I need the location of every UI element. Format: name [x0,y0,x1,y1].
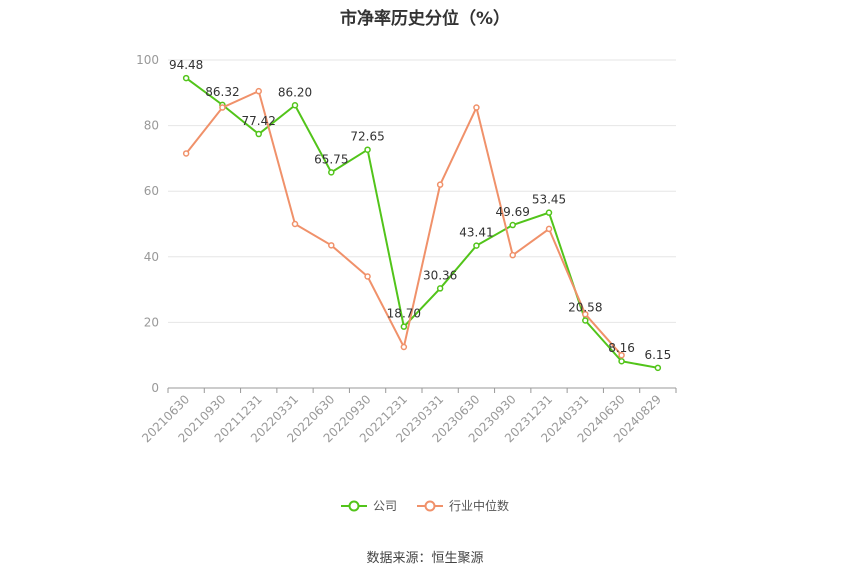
chart-title: 市净率历史分位（%） [339,9,511,29]
data-label: 18.70 [387,307,421,321]
y-tick-label: 100 [136,53,159,67]
data-label: 77.42 [242,114,276,128]
series-point-0 [582,317,589,324]
y-tick-label: 60 [144,184,159,198]
series-point-0 [436,285,444,292]
series-point-0 [654,364,662,372]
data-label: 65.75 [314,152,348,166]
series-point-1 [509,251,516,259]
data-label: 86.20 [278,85,312,99]
series-point-1 [545,225,553,233]
series-point-0 [509,221,516,229]
data-label: 6.15 [644,348,671,362]
y-tick-label: 40 [144,250,159,264]
data-label: 49.69 [496,205,530,219]
series-point-0 [182,74,190,82]
series-point-1 [618,351,625,359]
data-label: 20.58 [568,300,602,314]
series-point-0 [255,130,262,138]
data-source: 数据来源：恒生聚源 [366,551,484,566]
data-label: 43.41 [459,226,493,240]
legend-item-industry-median[interactable]: 行业中位数 [417,497,509,514]
legend-item-company[interactable]: 公司 [340,497,397,514]
series-point-1 [473,104,480,111]
series-point-0 [473,242,480,249]
legend-marker-industry-median [417,500,443,511]
y-tick-label: 80 [144,119,159,133]
data-label: 72.65 [350,130,384,144]
series-point-1 [291,220,299,228]
legend-label-company: 公司 [372,499,397,513]
y-tick-label: 20 [144,315,159,329]
series-point-1 [364,273,371,280]
series-point-1 [182,150,190,157]
data-label: 30.36 [423,268,457,282]
series-point-0 [400,323,408,330]
series-point-1 [582,310,589,318]
y-tick-label: 0 [151,381,159,395]
series-point-0 [618,357,625,365]
data-label: 86.32 [205,85,239,99]
series-point-1 [255,87,262,95]
legend-label-industry-median: 行业中位数 [449,499,510,513]
data-label: 94.48 [169,58,203,72]
data-label: 8.16 [608,341,635,355]
data-label: 53.45 [532,193,566,207]
series-point-1 [219,104,226,111]
series-point-0 [364,146,371,153]
legend-marker-company [340,500,367,511]
series-point-1 [400,343,408,351]
series-point-0 [328,169,335,176]
series-point-1 [436,181,444,188]
chart-legend: 公司 行业中位数 [0,497,850,514]
series-point-0 [545,209,553,216]
series-point-0 [291,102,299,109]
series-point-1 [328,242,335,249]
